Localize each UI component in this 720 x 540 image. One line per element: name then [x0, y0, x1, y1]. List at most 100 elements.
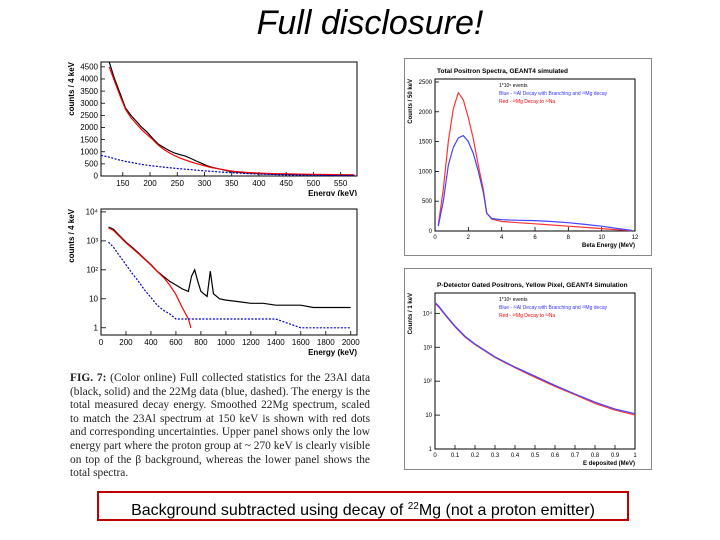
y-tick-label: 1500: [80, 135, 98, 144]
full-spectrum-chart: 0 200 400 600 800 1000 1200 1400 1600 1800 2000 1 10…: [67, 208, 360, 357]
x-tick-label: 1000: [217, 338, 235, 347]
y-tick-label: 10: [89, 294, 98, 303]
y-tick-label: 4500: [80, 63, 98, 72]
x-tick-label: 0.6: [551, 453, 560, 459]
y-tick-label: 10⁴: [86, 208, 99, 217]
y-tick-label: 10²: [423, 379, 432, 385]
y-tick-label: 0: [429, 229, 433, 235]
x-tick-label: 1200: [242, 338, 260, 347]
slide-title: Full disclosure!: [256, 4, 484, 42]
x-tick-label: 1: [633, 453, 637, 459]
background-subtraction-note: Background subtracted using decay of 22M…: [97, 491, 629, 521]
x-tick-label: 500: [307, 179, 321, 188]
x-axis-label: Beta Energy (MeV): [582, 243, 635, 249]
y-tick-label: 0: [94, 172, 99, 181]
x-tick-label: 12: [632, 235, 639, 241]
series-line-2: [437, 134, 632, 231]
note-isotope-mass: 22: [407, 501, 419, 512]
x-tick-label: 0: [433, 453, 437, 459]
x-tick-label: 0.4: [511, 453, 520, 459]
chart-title: P-Detector Gated Positrons, Yellow Pixel…: [437, 282, 628, 289]
x-tick-label: 2: [467, 235, 471, 241]
y-tick-label: 10²: [86, 265, 98, 274]
gated-positrons-chart: P-Detector Gated Positrons, Yellow Pixel…: [408, 282, 637, 467]
legend-entry: 1*10⁵ events: [499, 297, 528, 303]
x-tick-label: 0: [433, 235, 437, 241]
plot-frame: [100, 208, 358, 336]
x-tick-label: 0: [99, 338, 104, 347]
x-tick-label: 800: [194, 338, 208, 347]
y-tick-label: 2000: [419, 110, 433, 116]
plot-frame: [434, 292, 636, 450]
y-tick-label: 3500: [80, 87, 98, 96]
x-tick-label: 400: [144, 338, 158, 347]
x-tick-label: 200: [119, 338, 133, 347]
legend-entry: 1*10⁵ events: [499, 83, 528, 89]
y-tick-label: 10: [425, 413, 432, 419]
series-line-2: [434, 301, 636, 415]
x-tick-label: 0.3: [491, 453, 500, 459]
y-tick-label: 500: [85, 160, 99, 169]
gated-positrons-panel: P-Detector Gated Positrons, Yellow Pixel…: [404, 268, 652, 470]
x-tick-label: 400: [252, 179, 266, 188]
y-tick-label: 2000: [80, 123, 98, 132]
figure-caption: FIG. 7: (Color online) Full collected st…: [70, 372, 370, 481]
x-tick-label: 150: [116, 179, 130, 188]
x-tick-label: 350: [225, 179, 239, 188]
chart-title: Total Positron Spectra, GEANT4 simulated: [437, 68, 568, 75]
x-tick-label: 8: [567, 235, 571, 241]
legend-entry: Red - ²²Mg Decay to ²²Na: [499, 313, 555, 319]
series-line-2: [108, 66, 355, 176]
y-tick-label: 2500: [80, 111, 98, 120]
x-tick-label: 1600: [292, 338, 310, 347]
legend-entry: Blue - ²²Al Decay with Branching and ²²M…: [499, 305, 608, 311]
y-tick-label: 2500: [419, 80, 433, 86]
y-tick-label: 1: [94, 323, 99, 332]
x-tick-label: 6: [533, 235, 537, 241]
y-tick-label: 500: [422, 199, 433, 205]
y-tick-label: 1000: [80, 147, 98, 156]
y-tick-label: 4000: [80, 75, 98, 84]
y-axis-label: counts / 4 keV: [67, 208, 76, 262]
y-tick-label: 10⁴: [423, 310, 433, 317]
x-tick-label: 0.5: [531, 453, 540, 459]
y-tick-label: 10³: [86, 237, 98, 246]
x-tick-label: 600: [169, 338, 183, 347]
x-tick-label: 4: [500, 235, 504, 241]
positron-spectra-chart: Total Positron Spectra, GEANT4 simulated…: [408, 68, 639, 249]
x-tick-label: 0.9: [611, 453, 620, 459]
series-line-3: [100, 154, 355, 177]
y-axis-label: Counts / 1 keV: [408, 293, 414, 334]
series-line-2: [108, 227, 192, 328]
x-tick-label: 0.7: [571, 453, 580, 459]
figure-caption-text: (Color online) Full collected statistics…: [70, 372, 371, 480]
x-tick-label: 1400: [267, 338, 285, 347]
series-line-3: [108, 241, 351, 329]
y-tick-label: 10³: [423, 345, 432, 351]
x-axis-label: Energy (keV): [308, 348, 357, 357]
full-spectrum-panel: 0 200 400 600 800 1000 1200 1400 1600 1800 2000 1 10…: [65, 203, 365, 358]
y-tick-label: 1000: [419, 169, 433, 175]
x-tick-label: 1800: [317, 338, 335, 347]
low-energy-spectrum-chart: 150 200 250 300 350 400 450 500 550 0 500 1000 1500 2…: [67, 61, 358, 196]
x-tick-label: 2000: [342, 338, 360, 347]
low-energy-spectrum-panel: 150 200 250 300 350 400 450 500 550 0 500 1000 1500 2…: [65, 56, 365, 196]
x-tick-label: 10: [598, 235, 605, 241]
figure-label: FIG. 7:: [70, 372, 107, 384]
x-tick-label: 200: [143, 179, 157, 188]
positron-spectra-panel: Total Positron Spectra, GEANT4 simulated…: [404, 58, 652, 256]
y-tick-label: 3000: [80, 99, 98, 108]
legend-entry: Red - ²²Mg Decay to ²²Na: [499, 99, 555, 105]
x-axis-label: Energy (keV): [308, 189, 357, 196]
x-tick-label: 0.2: [471, 453, 480, 459]
y-axis-label: counts / 4 keV: [67, 61, 76, 115]
legend-entry: Blue - ²²Al Decay with Branching and ²²M…: [499, 91, 608, 97]
note-text-before: Background subtracted using decay of: [131, 502, 408, 519]
y-tick-label: 1500: [419, 140, 433, 146]
x-tick-label: 0.1: [451, 453, 460, 459]
x-tick-label: 0.8: [591, 453, 600, 459]
y-tick-label: 1: [429, 447, 433, 453]
x-tick-label: 450: [280, 179, 294, 188]
plot-frame: [434, 78, 636, 232]
y-axis-label: Counts / 50 keV: [408, 79, 414, 124]
